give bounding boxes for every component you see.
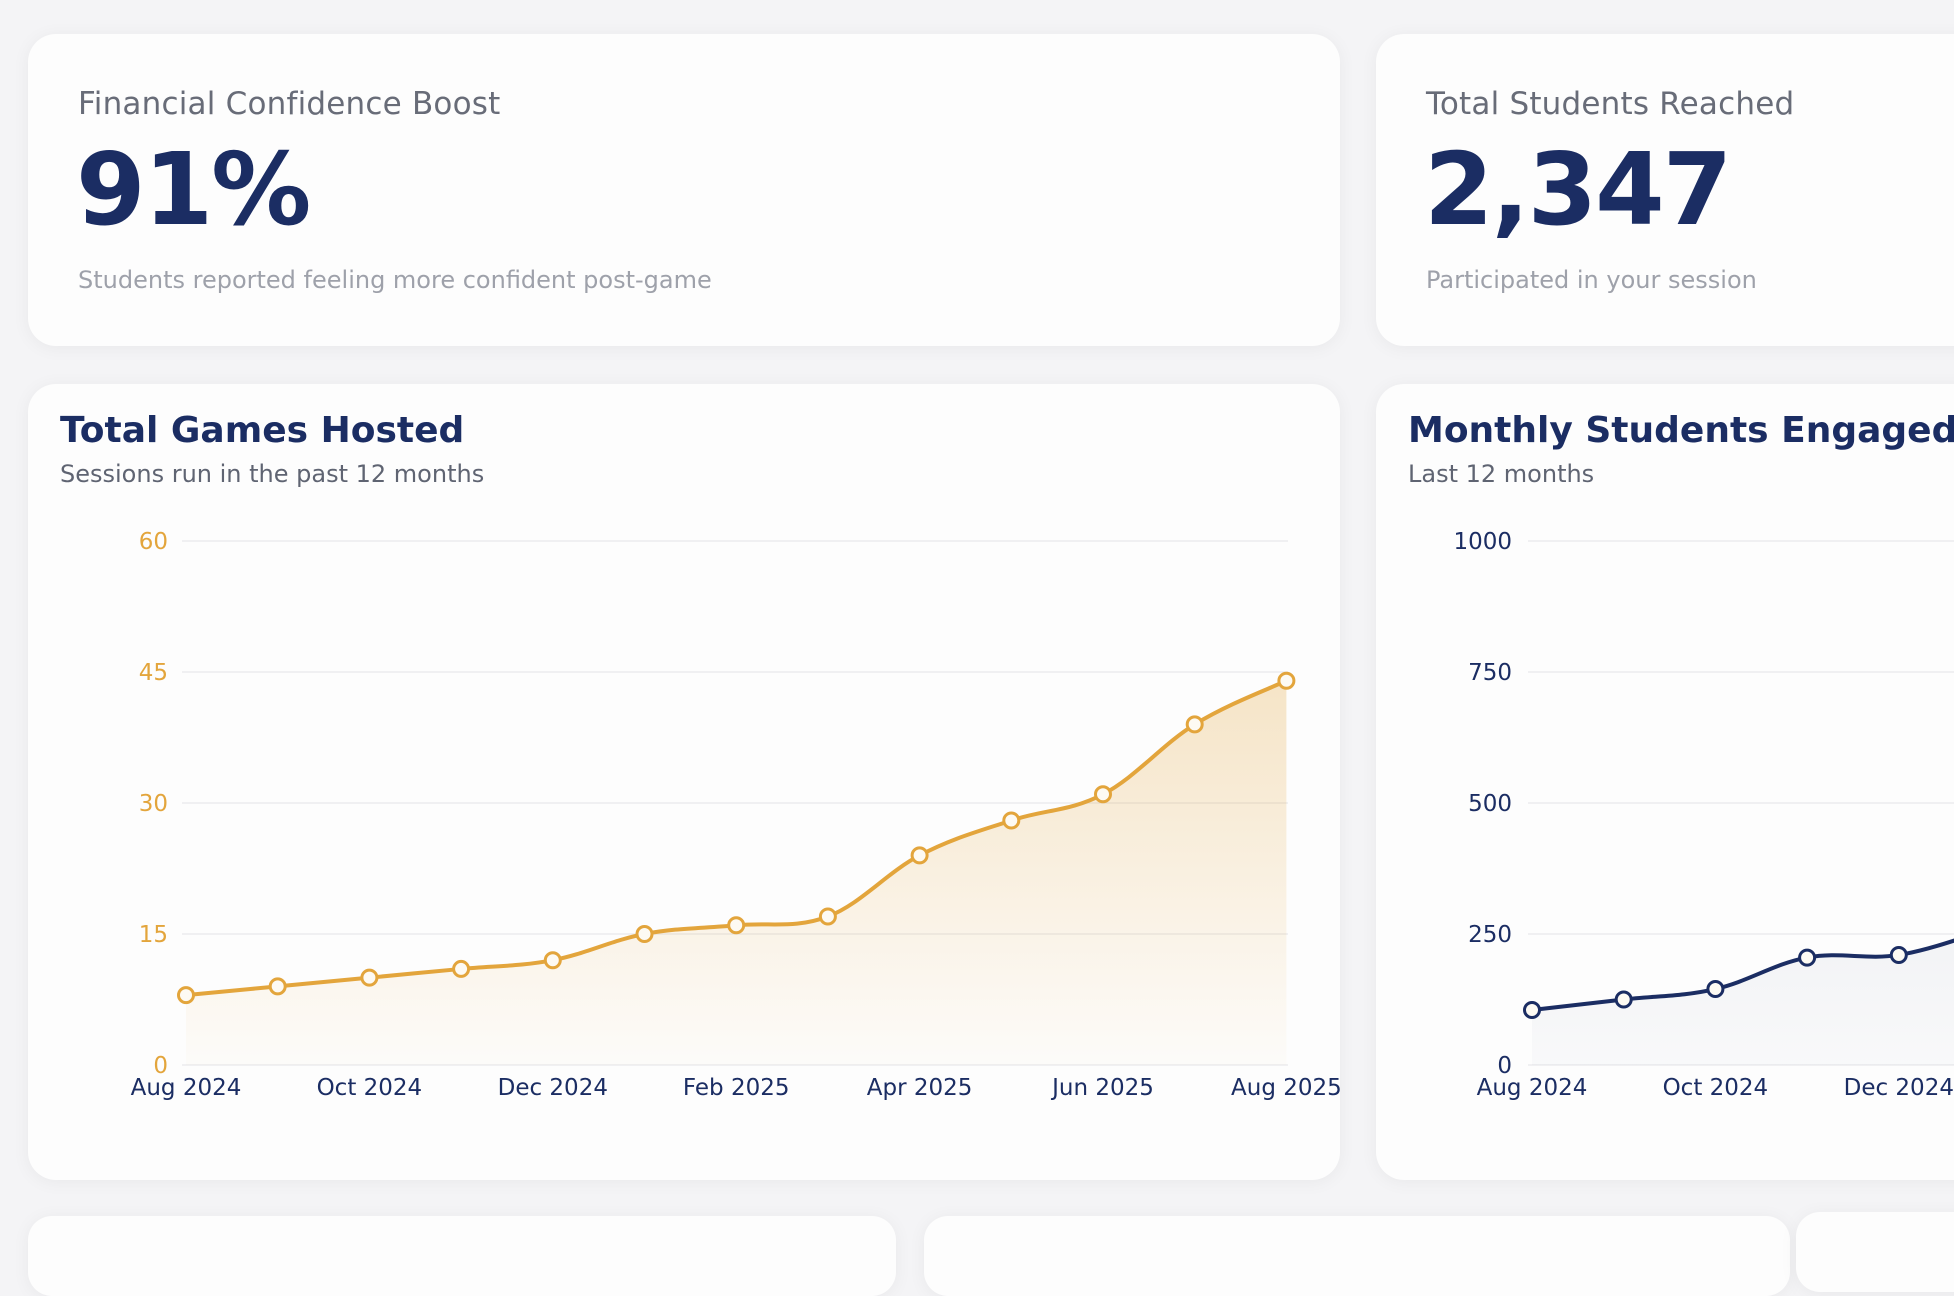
data-point [727, 916, 746, 935]
x-tick-label: Aug 2024 [1477, 1075, 1588, 1101]
data-point [452, 959, 471, 978]
data-point [1523, 1000, 1541, 1019]
chart-subtitle: Last 12 months [1408, 460, 1595, 488]
data-point [1277, 671, 1296, 690]
chart-title: Total Games Hosted [60, 410, 465, 451]
stat-value: 91% [76, 131, 311, 248]
data-point [543, 951, 562, 970]
x-tick-label: Oct 2024 [317, 1075, 423, 1101]
x-tick-label: Aug 2025 [1231, 1075, 1340, 1101]
x-tick-label: Dec 2024 [498, 1075, 608, 1101]
stat-value: 2,347 [1424, 131, 1732, 248]
series-line [1530, 938, 1954, 1012]
bottom-card-2 [924, 1216, 1790, 1296]
stat-subtext: Students reported feeling more confident… [78, 266, 712, 294]
stat-label: Financial Confidence Boost [78, 86, 501, 122]
data-point [910, 846, 929, 865]
y-tick-label: 1000 [1453, 529, 1512, 555]
x-tick-label: Feb 2025 [683, 1075, 790, 1101]
y-tick-label: 15 [139, 922, 168, 948]
data-point [1185, 715, 1204, 734]
chart-card-students-engaged: Monthly Students Engaged Last 12 months … [1376, 384, 1954, 1180]
x-tick-label: Oct 2024 [1663, 1075, 1769, 1101]
stat-card-confidence: Financial Confidence Boost 91% Students … [28, 34, 1340, 346]
data-point [635, 925, 654, 943]
chart-title: Monthly Students Engaged [1408, 410, 1954, 451]
bottom-card-1 [28, 1216, 896, 1296]
y-tick-label: 0 [153, 1053, 168, 1079]
y-tick-label: 45 [139, 660, 168, 686]
y-tick-label: 30 [139, 791, 168, 817]
x-tick-label: Dec 2024 [1844, 1075, 1954, 1101]
data-point [1706, 980, 1725, 999]
data-point [1002, 811, 1021, 830]
data-point [818, 907, 837, 926]
chart-subtitle: Sessions run in the past 12 months [60, 460, 485, 488]
data-point [360, 968, 379, 987]
series-area [186, 680, 1287, 1065]
chart-card-games-hosted: Total Games Hosted Sessions run in the p… [28, 384, 1340, 1180]
x-tick-label: Aug 2024 [131, 1075, 242, 1101]
y-tick-label: 500 [1468, 791, 1512, 817]
data-point [1614, 990, 1633, 1009]
data-point [1889, 945, 1908, 964]
series-area [1532, 940, 1954, 1065]
bottom-card-3 [1796, 1212, 1954, 1292]
y-tick-label: 250 [1468, 922, 1512, 948]
data-point [268, 977, 287, 996]
data-point [177, 986, 195, 1005]
y-tick-label: 60 [139, 529, 168, 555]
y-tick-label: 750 [1468, 660, 1512, 686]
data-point [1798, 948, 1817, 967]
stat-label: Total Students Reached [1426, 86, 1795, 122]
stat-card-students-reached: Total Students Reached 2,347 Participate… [1376, 34, 1954, 346]
x-tick-label: Apr 2025 [867, 1075, 973, 1101]
stat-subtext: Participated in your session [1426, 266, 1757, 294]
data-point [1094, 785, 1112, 804]
y-tick-label: 0 [1497, 1053, 1512, 1079]
x-tick-label: Jun 2025 [1050, 1075, 1154, 1101]
